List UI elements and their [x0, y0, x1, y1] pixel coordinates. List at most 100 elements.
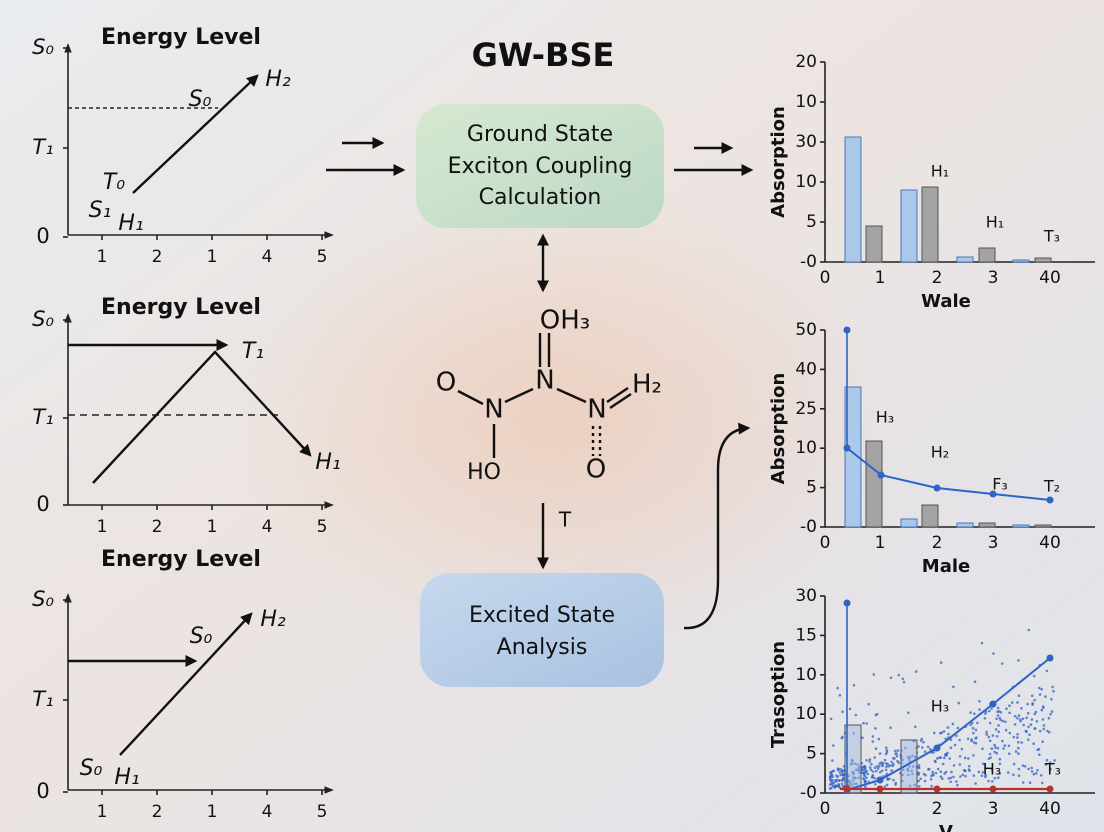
scatter-dot: [862, 777, 865, 780]
scatter-dot: [988, 752, 992, 756]
scatter-dot: [946, 726, 950, 729]
bar: [1034, 257, 1052, 263]
scatter-dot: [943, 756, 946, 760]
scatter-dot: [862, 721, 865, 725]
scatter-dot: [964, 774, 967, 778]
scatter-dot: [995, 735, 999, 738]
annotation: H₂: [931, 443, 949, 462]
arrow-label: T: [558, 508, 572, 532]
scatter-dot: [1024, 729, 1028, 733]
scatter-dot: [996, 746, 1000, 750]
point: [989, 490, 997, 498]
x-tick-label: 0: [820, 799, 831, 819]
annotation: H₃: [876, 408, 894, 427]
scatter-dot: [974, 741, 978, 745]
scatter-dot: [1020, 741, 1023, 744]
scatter-dot: [1041, 781, 1044, 785]
panel-title: Energy Level: [101, 295, 261, 320]
scatter-dot: [831, 759, 834, 762]
scatter-dot: [1001, 739, 1004, 743]
scatter-dot: [988, 709, 991, 713]
scatter-dot: [1008, 704, 1011, 707]
bar: [921, 504, 939, 528]
scatter-dot: [1008, 711, 1011, 715]
scatter-dot: [871, 774, 875, 777]
x-axis-label: Male: [922, 556, 970, 577]
scatter-dot: [896, 759, 899, 763]
scatter-dot: [874, 769, 878, 773]
point: [843, 444, 851, 452]
scatter-dot: [1030, 770, 1034, 773]
scatter-dot: [997, 776, 1000, 779]
y-tick-label: -0: [800, 252, 817, 272]
scatter-dot: [838, 770, 842, 774]
scatter-dot: [914, 725, 917, 729]
x-label: 1: [97, 802, 108, 822]
scatter-dot: [865, 776, 868, 780]
scatter-dot: [1038, 729, 1042, 733]
scatter-dot: [971, 727, 975, 730]
bar: [956, 522, 974, 528]
scatter-dot: [963, 756, 967, 760]
y-label: 0: [36, 492, 49, 516]
scatter-dot: [967, 768, 971, 771]
scatter-dot: [917, 765, 920, 769]
box-text: Calculation: [479, 185, 602, 210]
point: [933, 785, 941, 793]
scatter-dot: [993, 776, 997, 780]
scatter-dot: [940, 731, 944, 734]
scatter-dot: [1017, 767, 1021, 771]
scatter-dot: [1042, 724, 1046, 727]
scatter-dot: [1002, 747, 1005, 750]
annotation: F₃: [992, 475, 1008, 494]
scatter-dot: [1026, 702, 1029, 706]
scatter-dot: [917, 779, 920, 783]
scatter-dot: [1040, 688, 1043, 691]
y-axis-label: Trasoption: [768, 641, 789, 748]
scatter-dot: [841, 779, 844, 782]
scatter-dot: [998, 772, 1002, 775]
scatter-dot: [890, 769, 893, 772]
scatter-dot: [828, 775, 832, 778]
x-label: 1: [207, 247, 218, 267]
background-glow: [230, 190, 890, 650]
arrow-line: [132, 74, 259, 194]
scatter-dot: [978, 708, 981, 711]
scatter-dot: [873, 756, 876, 759]
scatter-dot: [864, 780, 867, 783]
scatter-dot: [889, 676, 893, 680]
scatter-dot: [1048, 731, 1051, 734]
scatter-dot: [949, 776, 953, 780]
scatter-dot: [1004, 728, 1008, 732]
scatter-dot: [973, 680, 977, 683]
scatter-dot: [1000, 662, 1004, 665]
scatter-dot: [987, 757, 991, 761]
annotation: H₁: [118, 211, 143, 236]
scatter-dot: [1023, 765, 1027, 768]
scatter-dot: [866, 772, 869, 776]
scatter-dot: [861, 736, 864, 739]
bar: [956, 256, 974, 263]
scatter-dot: [842, 776, 845, 780]
scatter-dot: [1026, 712, 1030, 715]
scatter-dot: [990, 707, 993, 710]
scatter-dot: [837, 783, 840, 786]
x-label: 5: [317, 517, 328, 537]
y-label: 0: [36, 224, 49, 248]
scatter-dot: [1008, 731, 1012, 735]
scatter-dot: [1040, 708, 1044, 712]
scatter-dot: [950, 770, 953, 774]
scatter-dot: [974, 728, 978, 732]
x-tick-label: 40: [1039, 268, 1061, 288]
scatter-dot: [830, 773, 834, 777]
annotation: H₃: [983, 760, 1001, 779]
scatter-dot: [923, 750, 927, 753]
y-axis-label: Absorption: [768, 373, 789, 485]
bar: [900, 189, 918, 263]
scatter-dot: [883, 758, 887, 762]
scatter-dot: [955, 780, 958, 783]
scatter-dot: [981, 771, 985, 774]
scatter-dot: [914, 670, 918, 673]
scatter-dot: [1036, 748, 1039, 752]
